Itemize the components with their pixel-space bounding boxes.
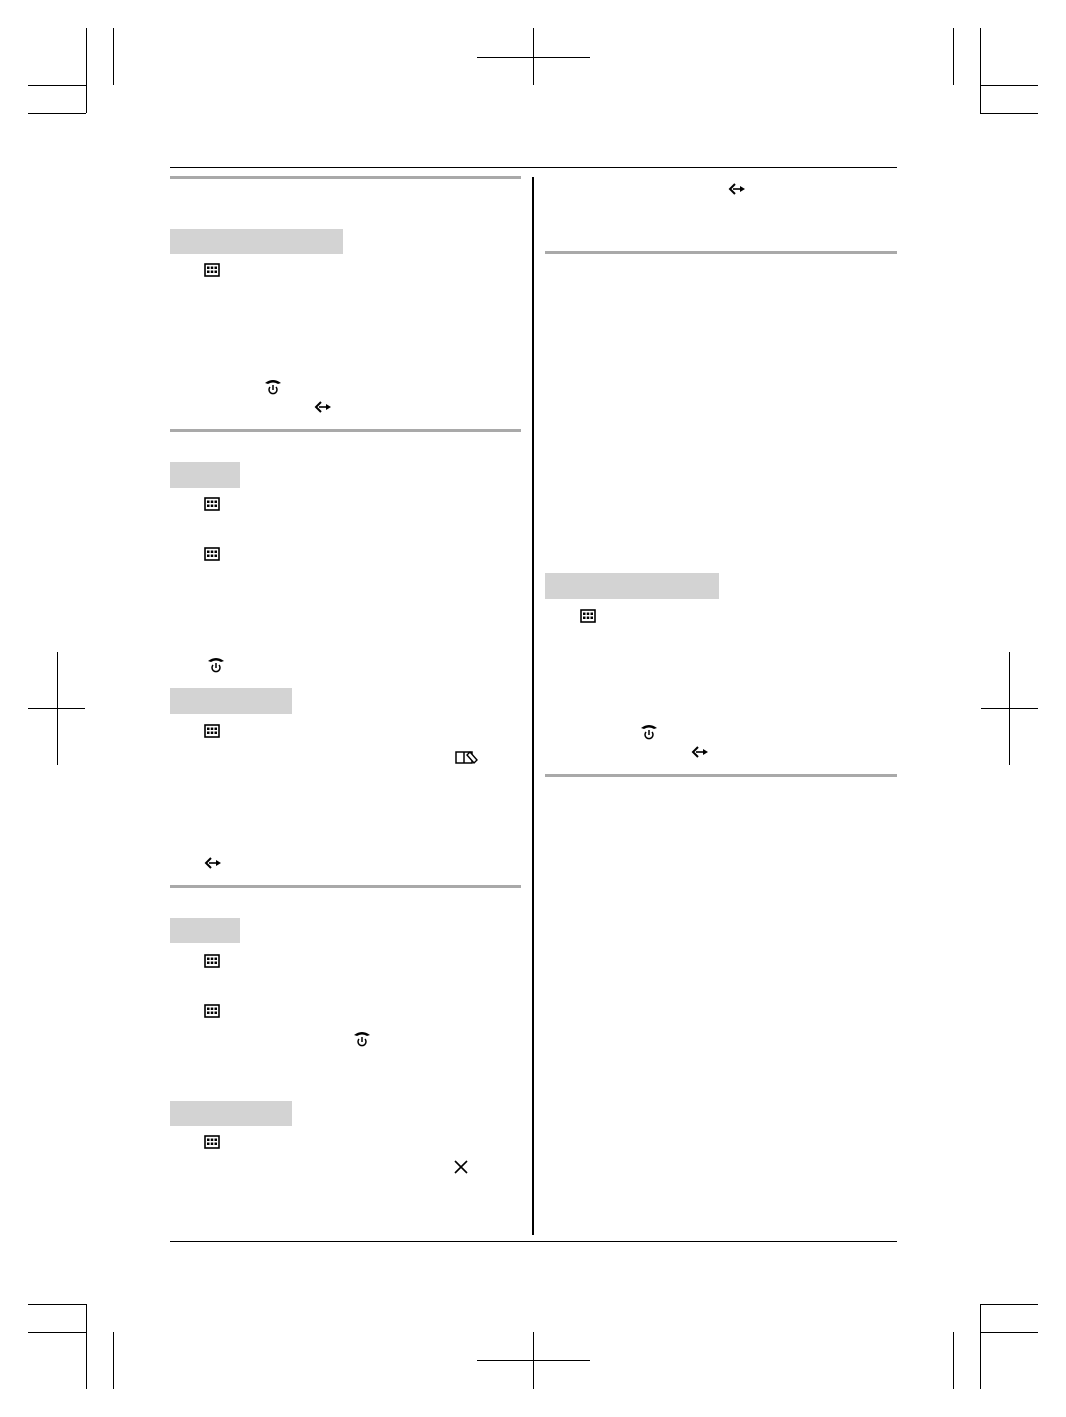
back-arrow-icon	[314, 398, 332, 416]
menu-grid-icon	[203, 495, 221, 513]
menu-grid-icon	[203, 261, 221, 279]
header-line	[170, 167, 897, 168]
footer-line	[170, 1241, 897, 1242]
close-x-icon	[452, 1158, 470, 1176]
section-rule	[545, 251, 897, 254]
subheading-box	[170, 918, 240, 943]
section-rule	[545, 774, 897, 777]
off-hook-power-icon	[264, 377, 282, 395]
menu-grid-icon	[203, 1002, 221, 1020]
section-rule	[170, 429, 521, 432]
section-rule	[170, 885, 521, 888]
subheading-box	[545, 573, 719, 599]
subheading-box	[170, 1101, 292, 1126]
menu-grid-icon	[579, 607, 597, 625]
menu-grid-icon	[203, 545, 221, 563]
phonebook-edit-icon	[454, 748, 478, 766]
column-divider	[532, 177, 534, 1235]
section-rule	[170, 176, 521, 179]
off-hook-power-icon	[207, 655, 225, 673]
menu-grid-icon	[203, 952, 221, 970]
back-arrow-icon	[204, 854, 222, 872]
subheading-box	[170, 462, 240, 488]
subheading-box	[170, 688, 292, 714]
menu-grid-icon	[203, 722, 221, 740]
back-arrow-icon	[691, 743, 709, 761]
off-hook-power-icon	[353, 1029, 371, 1047]
menu-grid-icon	[203, 1133, 221, 1151]
back-arrow-icon	[728, 180, 746, 198]
off-hook-power-icon	[640, 722, 658, 740]
subheading-box	[170, 229, 343, 254]
